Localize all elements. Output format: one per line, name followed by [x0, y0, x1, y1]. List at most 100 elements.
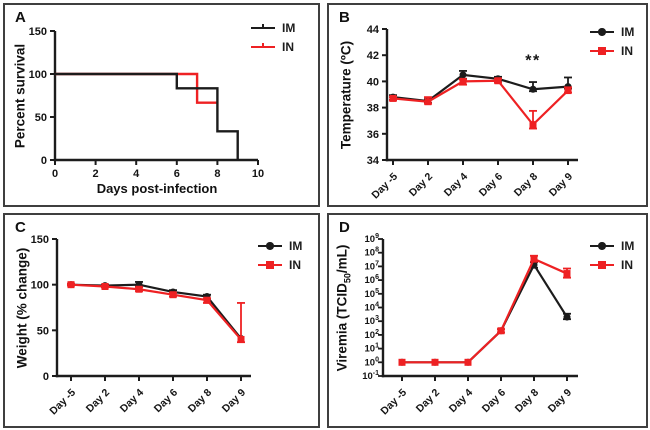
legend-label-im: IM [621, 239, 635, 253]
series-line [402, 257, 568, 364]
x-category-label: Day 8 [512, 171, 540, 199]
im-survival-line-marker-icon [251, 24, 275, 33]
legend-label-in: IN [282, 40, 294, 54]
legend-item-in: IN [258, 259, 302, 271]
data-point-square [530, 255, 538, 263]
y-tick-label: 105 [365, 288, 380, 300]
data-point-square [101, 282, 109, 290]
legend-label-im: IM [289, 239, 303, 253]
y-tick-label: 0 [41, 155, 47, 167]
data-point-square [464, 358, 472, 366]
data-point-square [424, 98, 432, 106]
y-axis-title-temperature: Temperature (ºC) [338, 40, 354, 150]
y-tick-label: 44 [367, 24, 380, 36]
legend: IM IN [590, 240, 634, 271]
series-in [67, 281, 245, 344]
x-tick-label: 6 [174, 168, 180, 180]
y-tick-label: 100 [31, 280, 49, 292]
y-axis-title-viremia-post: /mL) [334, 244, 350, 274]
y-tick-label: 106 [365, 274, 380, 286]
legend-item-in: IN [251, 41, 295, 53]
in-line-square-marker-icon [590, 261, 614, 270]
panel-letter-c: C [15, 219, 26, 236]
legend-label-in: IN [621, 44, 633, 58]
y-tick-label: 108 [365, 247, 380, 259]
x-category-label: Day 4 [118, 387, 146, 415]
x-category-label: Day 8 [186, 387, 214, 415]
data-point-circle [529, 85, 537, 93]
x-category-label: Day 2 [407, 171, 435, 199]
data-point-square [494, 77, 502, 85]
x-category-label: Day 8 [513, 387, 541, 415]
x-category-label: Day -5 [47, 387, 78, 418]
series-in [389, 77, 572, 130]
legend: IM IN [258, 240, 302, 271]
y-tick-label: 150 [31, 234, 49, 246]
data-point-square [529, 121, 537, 129]
x-category-label: Day 9 [547, 171, 575, 199]
panel-b-temperature: 34 36 38 40 42 44 Day -5 Day 2 Day 4 Day 6 Day 8 Da… [327, 3, 648, 207]
x-category-label: Day 2 [414, 387, 442, 415]
x-category-label: Day 4 [442, 171, 470, 199]
x-category-label: Day 2 [84, 387, 112, 415]
data-point-square [135, 285, 143, 293]
x-tick-label: 8 [214, 168, 220, 180]
axes: 0 50 100 150 0 2 4 6 8 10 [29, 26, 264, 180]
y-tick-label: 50 [35, 112, 47, 124]
legend: IM IN [251, 22, 295, 53]
data-point-square [431, 358, 439, 366]
legend-item-im: IM [251, 22, 295, 34]
x-tick-label: 2 [93, 168, 99, 180]
data-point-square [67, 281, 75, 289]
x-category-label: Day -5 [369, 171, 400, 202]
legend-item-im: IM [590, 26, 634, 38]
y-tick-label: 0 [43, 371, 49, 383]
y-tick-label: 10-1 [362, 370, 379, 382]
x-category-label: Day 6 [477, 171, 505, 199]
survival-chart-canvas: 0 50 100 150 0 2 4 6 8 10 [29, 26, 264, 180]
x-tick-label: 10 [252, 168, 264, 180]
data-point-circle [563, 313, 571, 321]
y-tick-label: 42 [367, 50, 379, 62]
y-axis-title-viremia-sub: 50 [342, 273, 353, 284]
legend-item-in: IN [590, 45, 634, 57]
im-line-circle-marker-icon [590, 28, 614, 37]
panel-letter-b: B [339, 9, 350, 26]
survival-curve-im [55, 72, 239, 160]
y-tick-label: 40 [367, 76, 379, 88]
series-im [398, 261, 571, 366]
y-tick-label: 38 [367, 103, 379, 115]
y-axis-title-viremia: Viremia (TCID50/mL) [334, 244, 353, 372]
legend-item-in: IN [590, 259, 634, 271]
y-tick-label: 101 [365, 343, 380, 355]
y-axis-title-weight: Weight (% change) [14, 247, 30, 369]
in-survival-line-marker-icon [251, 43, 275, 52]
y-tick-label: 109 [365, 233, 380, 245]
x-category-label: Day 9 [546, 387, 574, 415]
y-tick-label: 104 [365, 302, 380, 314]
significance-annotation: ** [525, 53, 540, 70]
x-category-label: Day 9 [220, 387, 248, 415]
y-tick-label: 34 [367, 155, 380, 167]
y-axis-title-percent-survival: Percent survival [12, 43, 28, 149]
panel-letter-a: A [15, 9, 26, 26]
y-tick-label: 100 [29, 69, 47, 81]
x-tick-label: 0 [52, 168, 58, 180]
y-tick-label: 36 [367, 129, 379, 141]
data-point-square [398, 358, 406, 366]
x-category-label: Day 4 [447, 387, 475, 415]
data-point-square [563, 270, 571, 278]
data-point-square [564, 87, 572, 95]
y-tick-label: 50 [37, 325, 49, 337]
data-point-circle [459, 71, 467, 79]
weight-chart-canvas: 0 50 100 150 Day -5 Day 2 Day 4 Day 6 Day 8 Day 9 [31, 234, 251, 418]
legend-item-im: IM [590, 240, 634, 252]
data-point-square [389, 94, 397, 102]
series-line [392, 73, 569, 103]
y-tick-label: 103 [365, 315, 380, 327]
series-line [70, 283, 242, 341]
panel-d-viremia: 10-1 100 101 102 103 104 105 106 107 108 109 Day -5… [327, 213, 648, 428]
